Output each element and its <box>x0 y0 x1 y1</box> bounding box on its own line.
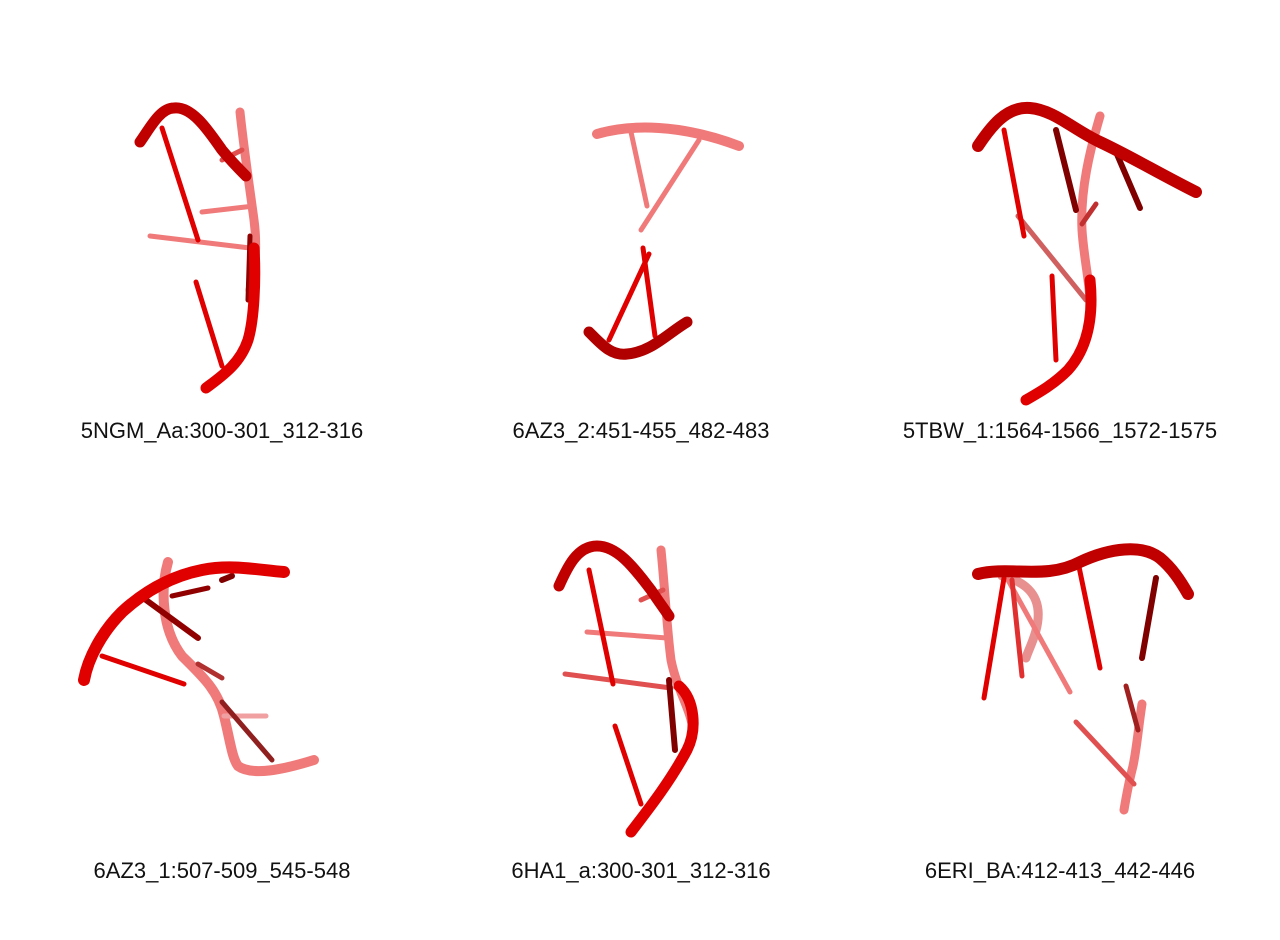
base-pair-rung <box>640 245 658 339</box>
base-pair-rung <box>143 597 201 641</box>
backbone-strand-front <box>625 680 699 838</box>
base-pair-rung <box>1049 273 1059 363</box>
backbone-strand-front <box>583 316 693 360</box>
structure-label: 5NGM_Aa:300-301_312-316 <box>80 418 364 443</box>
base-pair-rung <box>147 233 253 251</box>
backbone-strand-back <box>997 571 1043 663</box>
base-pair-rung <box>1015 213 1089 303</box>
rna-structure-2 <box>583 122 744 360</box>
backbone-strand-front <box>972 101 1202 198</box>
base-pair-rung <box>1009 577 1025 679</box>
base-pair-rung <box>193 279 225 369</box>
structure-panel-6: 6ERI_BA:412-413_442-446 <box>860 440 1260 883</box>
base-pair-rung <box>169 585 211 599</box>
base-pair-rung <box>159 125 201 243</box>
rna-structure-1 <box>134 102 261 394</box>
base-pair-rung <box>981 575 1007 701</box>
base-pair-rung <box>219 699 275 763</box>
structure-label: 6AZ3_2:451-455_482-483 <box>512 418 770 443</box>
base-pair-rung <box>1139 575 1159 661</box>
rna-structure-4 <box>78 557 319 777</box>
base-pair-rung <box>195 661 225 681</box>
rna-structure-5 <box>553 540 699 838</box>
base-pair-rung <box>612 723 644 807</box>
base-pair-rung <box>638 137 702 233</box>
backbone-strand-front <box>200 242 261 394</box>
backbone-strand-front <box>1020 274 1097 406</box>
base-pair-rung <box>628 129 650 209</box>
structure-label: 6ERI_BA:412-413_442-446 <box>924 858 1196 883</box>
backbone-strand-front <box>134 102 252 182</box>
base-pair-rung <box>219 573 235 583</box>
base-pair-rung <box>1075 559 1103 671</box>
backbone-strand-front <box>972 543 1194 600</box>
base-pair-rung <box>606 251 652 343</box>
base-pair-rung <box>1079 201 1099 227</box>
base-pair-rung <box>99 653 187 687</box>
structure-panel-2: 6AZ3_2:451-455_482-483 <box>441 0 841 443</box>
structure-panel-3: 5TBW_1:1564-1566_1572-1575 <box>860 0 1260 443</box>
base-pair-rung <box>1005 577 1073 695</box>
rna-structure-6 <box>972 543 1194 815</box>
base-pair-rung <box>1053 127 1079 213</box>
structure-label: 5TBW_1:1564-1566_1572-1575 <box>902 418 1218 443</box>
base-pair-rung <box>586 567 616 687</box>
base-pair-rung <box>584 629 670 641</box>
structure-panel-5: 6HA1_a:300-301_312-316 <box>441 440 841 883</box>
structure-panel-4: 6AZ3_1:507-509_545-548 <box>22 440 422 883</box>
backbone-strand-back <box>592 122 744 151</box>
backbone-strand-front <box>553 540 675 622</box>
structure-label: 6HA1_a:300-301_312-316 <box>511 858 771 883</box>
base-pair-rung <box>562 671 674 691</box>
base-pair-rung <box>1113 149 1143 211</box>
base-pair-rung <box>199 203 257 215</box>
base-pair-rung <box>1001 127 1027 239</box>
base-pair-rung <box>1073 719 1137 787</box>
rna-structure-3 <box>972 101 1202 406</box>
base-pair-rung <box>666 677 678 753</box>
structure-panel-1: 5NGM_Aa:300-301_312-316 <box>22 0 422 443</box>
backbone-strand-front <box>78 561 290 686</box>
base-pair-rung <box>1123 683 1141 733</box>
structure-label: 6AZ3_1:507-509_545-548 <box>93 858 351 883</box>
